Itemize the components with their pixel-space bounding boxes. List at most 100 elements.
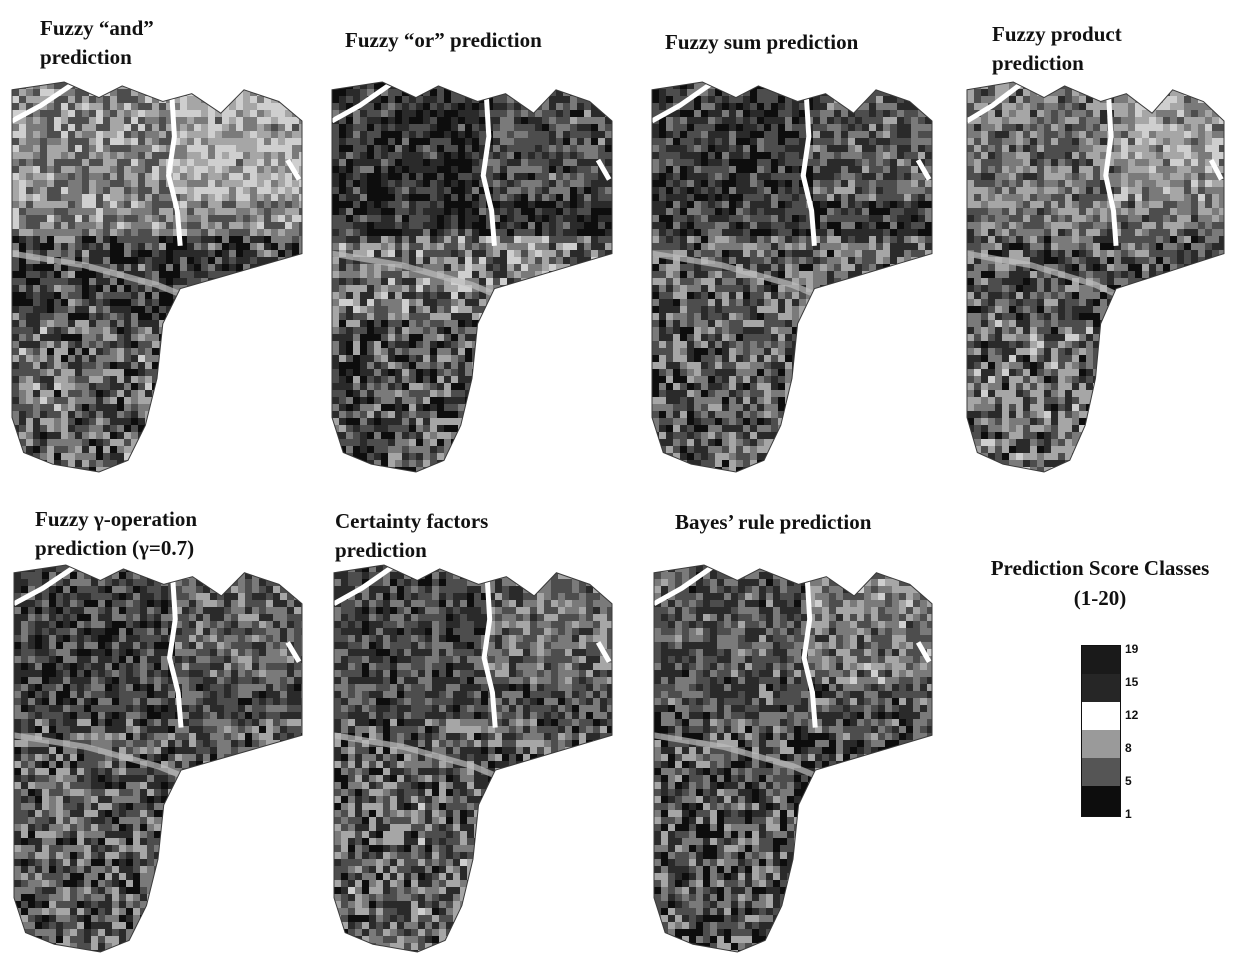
map-cell xyxy=(444,369,451,376)
map-cell xyxy=(33,201,40,208)
map-cell xyxy=(381,446,388,453)
map-cell xyxy=(19,215,26,222)
map-cell xyxy=(570,124,577,131)
map-cell xyxy=(493,264,500,271)
map-cell xyxy=(535,201,542,208)
map-cell xyxy=(465,201,472,208)
map-cell xyxy=(430,110,437,117)
map-cell xyxy=(12,467,19,472)
map-cell xyxy=(388,103,395,110)
map-cell xyxy=(12,166,19,173)
map-cell xyxy=(701,138,708,145)
map-cell xyxy=(591,334,598,341)
map-cell xyxy=(208,397,215,404)
map-cell xyxy=(75,124,82,131)
map-cell xyxy=(486,341,493,348)
map-cell xyxy=(771,96,778,103)
map-cell xyxy=(332,278,339,285)
map-cell xyxy=(194,334,201,341)
map-cell xyxy=(563,327,570,334)
map-cell xyxy=(479,390,486,397)
map-cell xyxy=(374,411,381,418)
map-cell xyxy=(138,327,145,334)
map-cell xyxy=(388,166,395,173)
map-cell xyxy=(33,96,40,103)
map-cell xyxy=(187,201,194,208)
map-cell xyxy=(257,411,264,418)
map-cell xyxy=(117,278,124,285)
map-cell xyxy=(556,117,563,124)
map-cell xyxy=(236,236,243,243)
map-cell xyxy=(292,187,299,194)
map-cell xyxy=(535,89,542,96)
map-cell xyxy=(729,138,736,145)
map-cell xyxy=(82,348,89,355)
map-cell xyxy=(493,460,500,467)
map-cell xyxy=(47,418,54,425)
map-cell xyxy=(180,229,187,236)
map-cell xyxy=(563,173,570,180)
map-cell xyxy=(75,285,82,292)
map-cell xyxy=(264,229,271,236)
map-cell xyxy=(264,117,271,124)
map-cell xyxy=(215,257,222,264)
map-cell xyxy=(285,278,292,285)
map-cell xyxy=(514,152,521,159)
map-cell xyxy=(332,187,339,194)
map-cell xyxy=(388,341,395,348)
map-cell xyxy=(131,453,138,460)
map-cell xyxy=(549,103,556,110)
map-cell xyxy=(131,138,138,145)
map-cell xyxy=(68,271,75,278)
map-cell xyxy=(444,292,451,299)
map-cell xyxy=(61,362,68,369)
map-cell xyxy=(493,299,500,306)
map-cell xyxy=(159,369,166,376)
map-cell xyxy=(507,124,514,131)
map-cell xyxy=(33,341,40,348)
map-cell xyxy=(479,467,486,472)
map-cell xyxy=(285,397,292,404)
map-cell xyxy=(47,131,54,138)
map-cell xyxy=(535,194,542,201)
map-cell xyxy=(19,299,26,306)
map-cell xyxy=(507,138,514,145)
map-cell xyxy=(33,327,40,334)
map-cell xyxy=(166,369,173,376)
map-cell xyxy=(159,383,166,390)
map-cell xyxy=(451,243,458,250)
map-cell xyxy=(388,362,395,369)
map-cell xyxy=(500,327,507,334)
map-cell xyxy=(187,313,194,320)
map-cell xyxy=(883,117,890,124)
map-cell xyxy=(514,145,521,152)
map-cell xyxy=(12,397,19,404)
map-cell xyxy=(666,96,673,103)
map-cell xyxy=(687,124,694,131)
map-cell xyxy=(264,278,271,285)
map-cell xyxy=(416,117,423,124)
map-cell xyxy=(236,320,243,327)
map-cell xyxy=(500,152,507,159)
map-cell xyxy=(75,208,82,215)
map-cell xyxy=(68,250,75,257)
map-cell xyxy=(332,404,339,411)
map-cell xyxy=(542,222,549,229)
map-cell xyxy=(820,82,827,89)
map-cell xyxy=(659,145,666,152)
map-cell xyxy=(549,236,556,243)
map-cell xyxy=(292,264,299,271)
map-cell xyxy=(458,222,465,229)
map-cell xyxy=(556,348,563,355)
map-cell xyxy=(542,453,549,460)
map-cell xyxy=(138,411,145,418)
map-cell xyxy=(388,453,395,460)
map-cell xyxy=(264,306,271,313)
map-cell xyxy=(409,369,416,376)
map-cell xyxy=(409,117,416,124)
map-cell xyxy=(841,89,848,96)
map-cell xyxy=(250,313,257,320)
map-cell xyxy=(264,320,271,327)
map-cell xyxy=(89,215,96,222)
map-cell xyxy=(659,89,666,96)
